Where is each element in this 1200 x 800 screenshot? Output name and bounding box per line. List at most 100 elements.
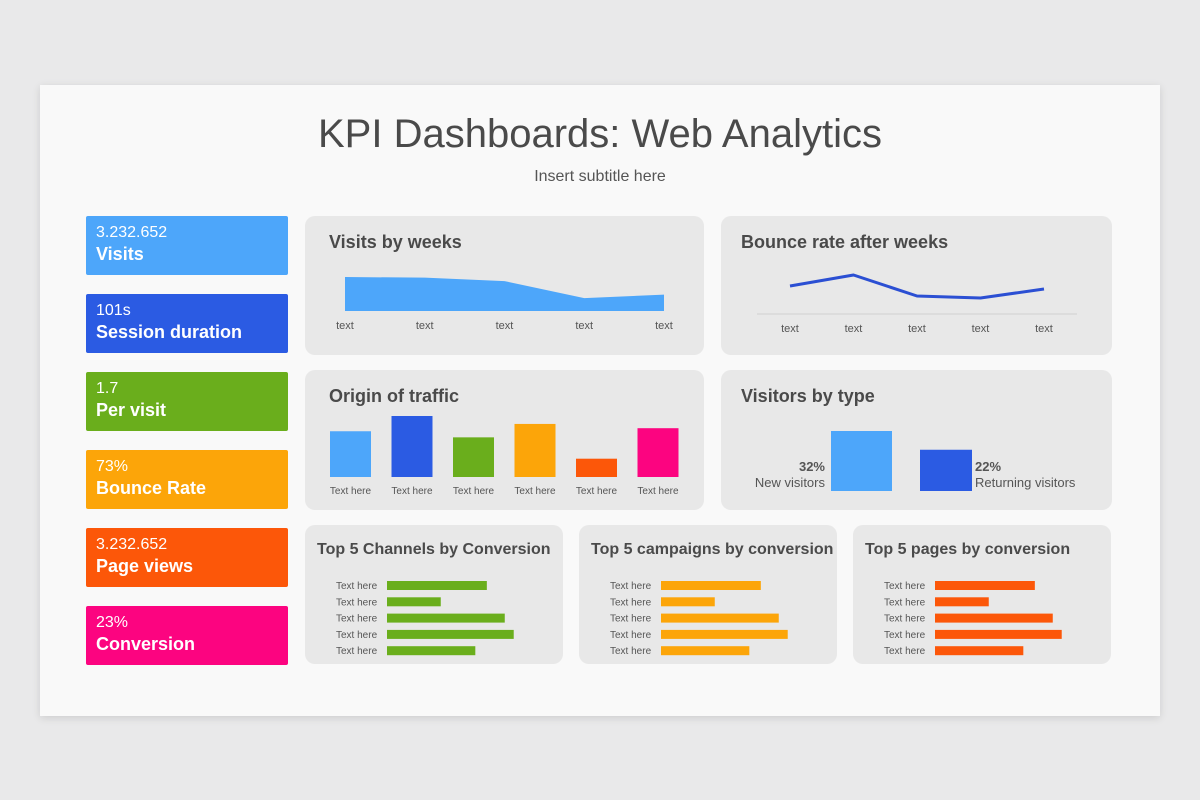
kpi-label: Session duration — [96, 322, 243, 342]
conversion-bar — [387, 629, 514, 639]
visitor-bar — [831, 431, 892, 491]
x-tick-label: Text here — [453, 486, 495, 497]
y-tick-label: Text here — [336, 630, 378, 641]
kpi-value: 3.232.652 — [96, 224, 168, 241]
conversion-bar — [935, 646, 1024, 656]
x-tick-label: text — [336, 320, 354, 332]
kpi-label: Conversion — [96, 634, 196, 654]
category-label: Returning visitors — [975, 475, 1076, 490]
page-title: KPI Dashboards: Web Analytics — [318, 112, 882, 156]
bounce-line — [789, 273, 1045, 300]
conversion-bar — [661, 581, 761, 590]
conversion-bar — [387, 646, 476, 656]
y-tick-label: Text here — [884, 581, 926, 592]
conversion-bar — [661, 597, 715, 607]
traffic-bar — [576, 458, 617, 477]
campaigns-hbar-chart: Text here Text here Text here Text here Text… — [610, 581, 788, 657]
x-tick-label: Text here — [330, 486, 372, 497]
kpi-card-bounce-rate: 73% Bounce Rate — [86, 450, 288, 509]
category-label: New visitors — [755, 475, 826, 490]
page-subtitle: Insert subtitle here — [534, 168, 666, 185]
kpi-card-per-visit: 1.7 Per visit — [86, 372, 288, 431]
chart-title: Top 5 Channels by Conversion — [317, 541, 551, 558]
y-tick-label: Text here — [336, 581, 378, 592]
conversion-bar — [661, 646, 750, 656]
panel-origin-of-traffic: Origin of traffic Text here Text here Text… — [305, 370, 704, 510]
conversion-bar — [387, 597, 441, 607]
kpi-label: Bounce Rate — [96, 478, 207, 498]
traffic-bar — [453, 437, 494, 477]
x-tick-label: text — [972, 323, 990, 335]
y-tick-label: Text here — [884, 614, 926, 625]
panel-bounce-rate: Bounce rate after weeks text text text text… — [721, 216, 1112, 355]
y-tick-label: Text here — [610, 614, 652, 625]
chart-title: Bounce rate after weeks — [741, 232, 949, 252]
chart-title: Visitors by type — [741, 386, 875, 406]
y-tick-label: Text here — [884, 630, 926, 641]
x-tick-label: Text here — [514, 486, 556, 497]
y-tick-label: Text here — [610, 581, 652, 592]
conversion-bar — [661, 613, 779, 623]
kpi-card-page-views: 3.232.652 Page views — [86, 528, 288, 587]
traffic-bar — [514, 423, 556, 477]
x-tick-label: Text here — [391, 486, 433, 497]
kpi-label: Visits — [96, 244, 144, 264]
x-tick-label: text — [845, 323, 863, 335]
visits-area — [345, 277, 664, 311]
kpi-label: Page views — [96, 556, 194, 576]
traffic-bar — [391, 416, 433, 477]
visitors-bar-chart: 32%New visitors 22%Returning visitors — [755, 431, 1076, 491]
x-tick-label: Text here — [576, 486, 618, 497]
traffic-bar — [330, 431, 371, 477]
chart-title: Top 5 pages by conversion — [865, 541, 1071, 558]
conversion-bar — [935, 581, 1035, 590]
x-tick-label: text — [908, 323, 926, 335]
y-tick-label: Text here — [336, 597, 378, 608]
panel-top-channels: Top 5 Channels by Conversion Text here Te… — [305, 525, 563, 664]
bounce-line-chart: text text text text text — [757, 273, 1077, 335]
x-tick-label: text — [781, 323, 799, 335]
visits-area-chart: text text text text text — [336, 277, 673, 332]
kpi-value: 73% — [96, 458, 129, 475]
visitor-bar — [920, 449, 972, 491]
kpi-label: Per visit — [96, 400, 167, 420]
traffic-bar — [637, 428, 679, 477]
panel-visitors-by-type: Visitors by type 32% New visitors 22% Retur… — [721, 370, 1112, 510]
data-label: 32% — [799, 459, 825, 474]
panel-visits-by-weeks: Visits by weeks text text text text text — [305, 216, 704, 355]
data-label: 22% — [975, 459, 1001, 474]
x-tick-label: text — [655, 320, 673, 332]
y-tick-label: Text here — [884, 646, 926, 657]
x-tick-label: text — [496, 320, 514, 332]
origin-bar-chart: Text here Text here Text here Text here Text… — [330, 416, 679, 497]
panel-top-pages: Top 5 pages by conversion Text here Text … — [853, 525, 1111, 664]
kpi-value: 1.7 — [96, 380, 119, 397]
conversion-bar — [387, 581, 487, 590]
y-tick-label: Text here — [610, 630, 652, 641]
conversion-bar — [661, 629, 788, 639]
kpi-value: 101s — [96, 302, 131, 319]
x-tick-label: text — [1035, 323, 1053, 335]
channels-hbar-chart: Text here Text here Text here Text here Text… — [336, 581, 514, 657]
kpi-value: 3.232.652 — [96, 536, 168, 553]
kpi-value: 23% — [96, 614, 129, 631]
x-tick-label: Text here — [637, 486, 679, 497]
kpi-card-conversion: 23% Conversion — [86, 606, 288, 665]
conversion-bar — [387, 613, 505, 623]
conversion-bar — [935, 629, 1062, 639]
conversion-bar — [935, 597, 989, 607]
chart-title: Visits by weeks — [329, 232, 462, 252]
x-tick-label: text — [416, 320, 434, 332]
chart-title: Top 5 campaigns by conversion — [591, 541, 834, 558]
pages-hbar-chart: Text here Text here Text here Text here Text… — [884, 581, 1062, 657]
y-tick-label: Text here — [336, 646, 378, 657]
y-tick-label: Text here — [610, 597, 652, 608]
y-tick-label: Text here — [336, 614, 378, 625]
x-tick-label: text — [575, 320, 593, 332]
chart-title: Origin of traffic — [329, 386, 459, 406]
y-tick-label: Text here — [884, 597, 926, 608]
conversion-bar — [935, 613, 1053, 623]
kpi-card-session-duration: 101s Session duration — [86, 294, 288, 353]
panel-top-campaigns: Top 5 campaigns by conversion Text here T… — [579, 525, 837, 664]
kpi-card-visits: 3.232.652 Visits — [86, 216, 288, 275]
